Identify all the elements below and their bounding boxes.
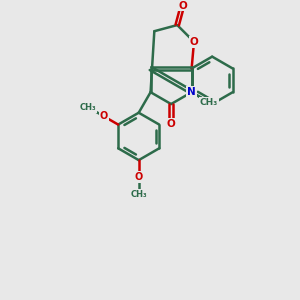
Text: O: O [190,37,198,47]
Text: O: O [167,119,176,129]
Text: O: O [178,1,187,10]
Text: O: O [100,111,108,121]
Text: CH₃: CH₃ [130,190,147,199]
Text: CH₃: CH₃ [80,103,97,112]
Text: CH₃: CH₃ [200,98,218,107]
Text: N: N [187,87,196,97]
Text: O: O [135,172,143,182]
